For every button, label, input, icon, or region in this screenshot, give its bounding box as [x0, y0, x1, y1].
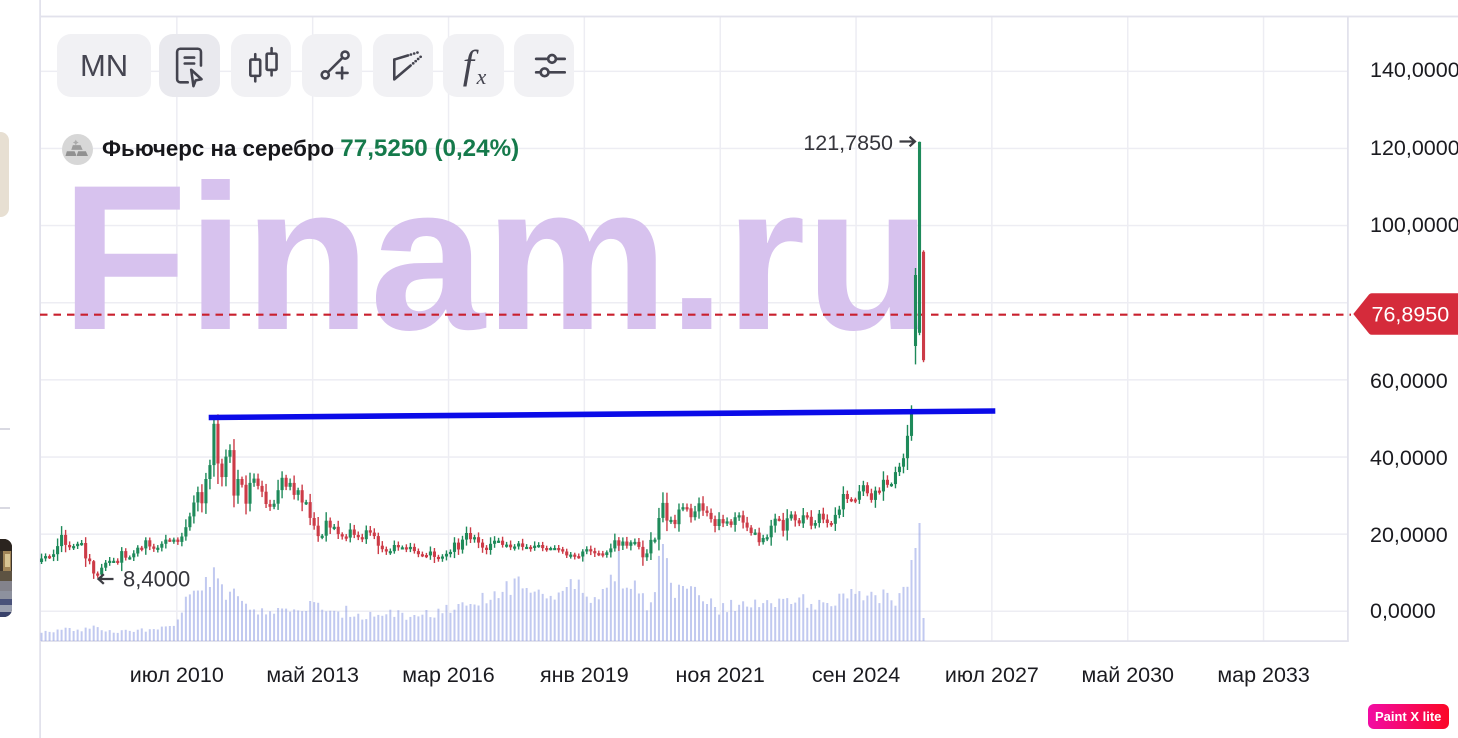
svg-text:121,7850: 121,7850	[803, 131, 893, 155]
svg-text:x: x	[476, 65, 487, 89]
svg-text:8,4000: 8,4000	[123, 567, 190, 592]
svg-text:76,8950: 76,8950	[1372, 302, 1450, 326]
svg-text:Finam.ru: Finam.ru	[61, 142, 931, 373]
